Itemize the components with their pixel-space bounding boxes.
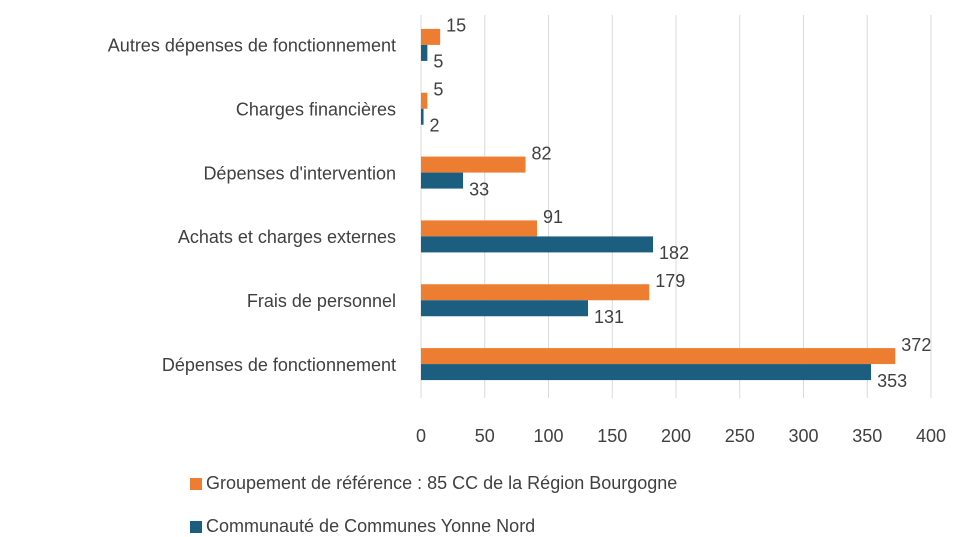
bar [421, 364, 872, 381]
legend-swatch [190, 521, 202, 533]
data-label: 372 [901, 335, 931, 355]
bar [421, 92, 428, 109]
data-label: 82 [532, 143, 552, 163]
x-tick-label: 400 [916, 426, 946, 446]
x-tick-label: 350 [852, 426, 882, 446]
y-tick-label: Achats et charges externes [178, 227, 396, 247]
bar [421, 108, 424, 125]
x-tick-label: 300 [788, 426, 818, 446]
data-label: 5 [433, 52, 443, 72]
bar [421, 220, 538, 237]
bar [421, 284, 650, 301]
y-tick-label: Charges financières [236, 100, 396, 120]
legend-label: Communauté de Communes Yonne Nord [206, 516, 535, 536]
x-tick-label: 50 [475, 426, 495, 446]
bar [421, 348, 896, 365]
data-label: 91 [543, 207, 563, 227]
y-tick-label: Frais de personnel [247, 291, 396, 311]
data-label: 2 [430, 116, 440, 136]
data-label: 353 [877, 371, 907, 391]
bar [421, 44, 428, 61]
data-label: 131 [594, 307, 624, 327]
data-label: 179 [655, 271, 685, 291]
x-tick-label: 0 [416, 426, 426, 446]
x-tick-label: 150 [597, 426, 627, 446]
y-tick-label: Dépenses de fonctionnement [162, 355, 396, 375]
x-tick-label: 200 [661, 426, 691, 446]
bar [421, 28, 441, 45]
data-label: 33 [469, 179, 489, 199]
data-label: 5 [433, 80, 443, 100]
x-tick-label: 250 [725, 426, 755, 446]
y-tick-label: Autres dépenses de fonctionnement [108, 36, 396, 56]
x-tick-label: 100 [533, 426, 563, 446]
bar [421, 236, 654, 253]
data-label: 15 [446, 16, 466, 36]
bar [421, 300, 589, 317]
legend-swatch [190, 478, 202, 490]
y-tick-label: Dépenses d'intervention [203, 163, 396, 183]
bar [421, 156, 526, 173]
legend-label: Groupement de référence : 85 CC de la Ré… [206, 473, 677, 493]
bar [421, 172, 464, 189]
data-label: 182 [659, 243, 689, 263]
